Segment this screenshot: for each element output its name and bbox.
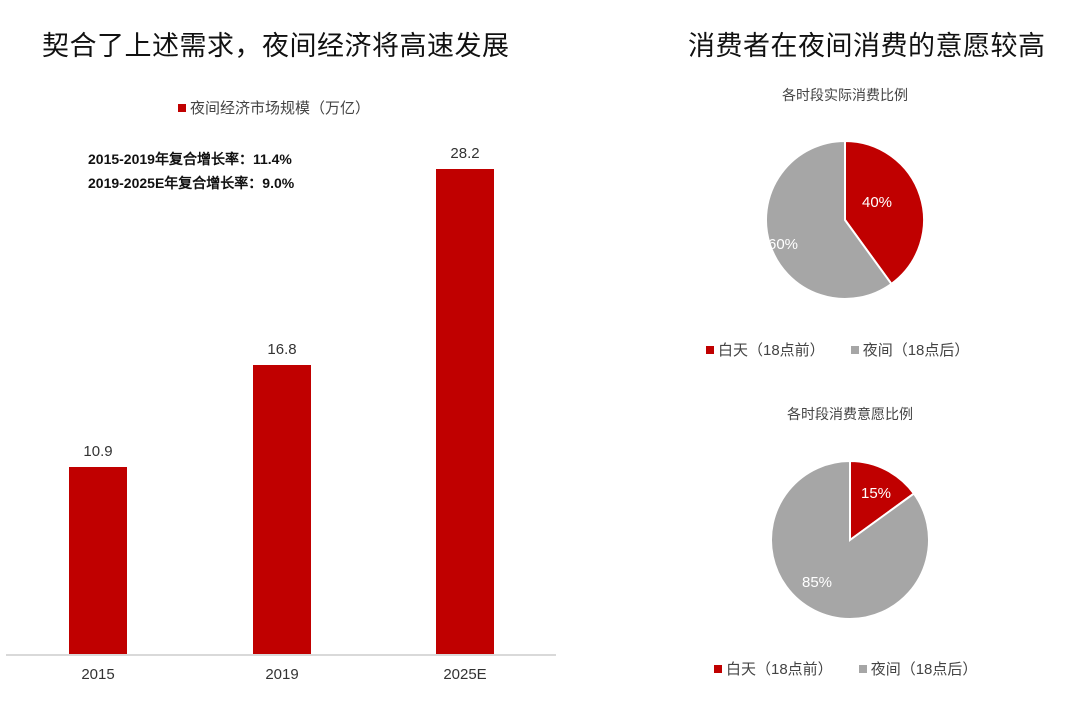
bar-value-label: 28.2	[450, 145, 480, 162]
pie2-title: 各时段消费意愿比例	[787, 406, 913, 422]
bar-chart-title: 契合了上述需求，夜间经济将高速发展	[42, 31, 510, 61]
pie-slice-night	[770, 459, 930, 620]
bar-2015	[69, 466, 127, 654]
cagr-notes: 2015-2019年复合增长率：11.4% 2019-2025E年复合增长率：9…	[88, 147, 294, 195]
pie2-legend-day: 白天（18点前）	[714, 658, 833, 679]
bar-value-label: 16.8	[267, 341, 297, 359]
x-tick-label: 2015	[81, 666, 115, 683]
pie-percent-label: 40%	[862, 194, 892, 211]
x-tick-label: 2019	[265, 666, 299, 683]
pie1-legend: 白天（18点前） 夜间（18点后）	[706, 339, 995, 360]
pie1-chart: 40% 60%	[765, 139, 925, 300]
legend-label-night: 夜间（18点后）	[870, 661, 978, 678]
pie-slice-day	[849, 459, 916, 542]
pie2-chart: 15% 85%	[770, 459, 930, 620]
pie-percent-label: 15%	[861, 485, 891, 502]
cagr-note-1: 2015-2019年复合增长率：11.4%	[88, 151, 292, 167]
bar-legend-label: 夜间经济市场规模（万亿）	[190, 100, 371, 117]
legend-swatch-red	[706, 345, 714, 354]
pie-percent-label: 85%	[802, 574, 832, 591]
legend-swatch-gray	[850, 345, 859, 354]
legend-label-day: 白天（18点前）	[718, 342, 825, 359]
bar-legend: 夜间经济市场规模（万亿）	[178, 97, 370, 118]
legend-swatch-red	[714, 664, 722, 673]
legend-swatch-red	[178, 103, 186, 112]
cagr-note-2: 2019-2025E年复合增长率：9.0%	[88, 175, 295, 191]
pie1-legend-night: 夜间（18点后）	[850, 339, 970, 360]
legend-label-day: 白天（18点前）	[726, 661, 833, 678]
pie-slice-night	[765, 139, 893, 300]
x-axis-line	[6, 654, 556, 656]
pie-percent-label: 60%	[768, 236, 798, 253]
x-tick-label: 2025E	[443, 666, 487, 683]
bar-value-label: 10.9	[83, 442, 113, 460]
pie-section-title: 消费者在夜间消费的意愿较高	[688, 31, 1046, 61]
legend-swatch-gray	[858, 664, 867, 673]
pie2-legend: 白天（18点前） 夜间（18点后）	[714, 658, 1003, 679]
legend-label-night: 夜间（18点后）	[862, 342, 970, 359]
pie2-legend-night: 夜间（18点后）	[858, 658, 978, 679]
bar-2025E	[436, 169, 494, 654]
pie-slice-day	[844, 139, 925, 286]
bar-2019	[253, 365, 311, 654]
pie1-title: 各时段实际消费比例	[782, 87, 908, 103]
pie1-legend-day: 白天（18点前）	[706, 339, 825, 360]
